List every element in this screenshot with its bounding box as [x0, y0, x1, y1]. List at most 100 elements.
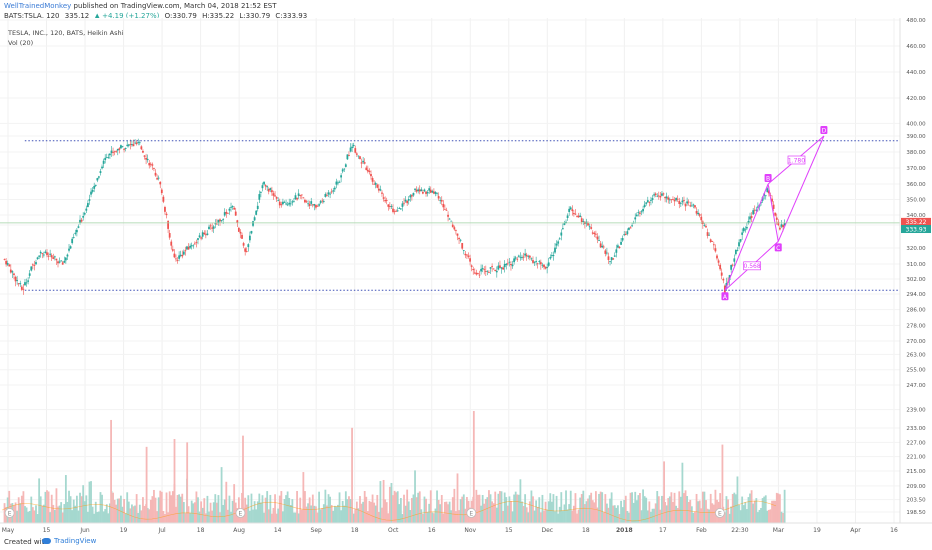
volume-bar — [527, 512, 530, 523]
volume-bar — [326, 505, 328, 523]
candle-body — [719, 264, 722, 270]
pattern-ratio-box[interactable] — [787, 155, 806, 165]
candle-body — [606, 252, 608, 254]
volume-bar — [711, 503, 714, 523]
ohlc-readout: BATS:TSLA, 120 335.12 ▲ +4.19 (+1.27%) O… — [4, 12, 310, 20]
candle-body — [256, 205, 259, 210]
volume-bar — [107, 513, 110, 523]
candle-body — [93, 186, 96, 189]
volume-bar — [684, 490, 687, 523]
volume-bar — [749, 493, 751, 523]
volume-bar — [587, 498, 589, 523]
candle-body — [79, 219, 81, 223]
candle-body — [623, 234, 626, 236]
volume-bar — [127, 501, 130, 523]
candle-body — [324, 194, 327, 197]
close-value: C:333.93 — [275, 12, 308, 20]
volume-bar — [769, 509, 772, 523]
candle-body — [637, 212, 640, 213]
candle-body — [53, 256, 56, 258]
price-chart[interactable]: A B C D 0.568 1.780 E E E E 480.00 460.00 440.00 420.… — [0, 18, 932, 535]
candle-body — [455, 230, 457, 232]
y-tick-label: 203.50 — [906, 498, 926, 504]
volume-bar — [495, 507, 498, 523]
candle-body — [44, 251, 47, 254]
candle-body — [252, 221, 254, 226]
volume-bar — [499, 491, 501, 523]
y-tick-label: 263.00 — [906, 352, 926, 358]
candle-body — [156, 178, 158, 180]
volume-legend[interactable]: Vol (20) — [8, 39, 34, 47]
author-link[interactable]: WellTrainedMonkey — [4, 2, 72, 10]
candle-body — [409, 195, 412, 198]
pattern-point-marker[interactable] — [721, 292, 729, 301]
pattern-leg[interactable] — [777, 135, 825, 242]
y-tick-label: 198.50 — [906, 510, 926, 516]
volume-bar — [679, 496, 682, 523]
volume-bar — [774, 500, 777, 523]
earnings-marker[interactable] — [466, 508, 477, 518]
pattern-point-marker[interactable] — [820, 126, 828, 134]
volume-bar — [566, 509, 569, 523]
tradingview-logo[interactable]: TradingView — [42, 537, 96, 545]
candle-body — [176, 260, 179, 261]
candle-body — [572, 213, 575, 215]
candle-body — [248, 235, 251, 241]
candle-body — [697, 212, 700, 215]
volume-bar — [727, 499, 729, 523]
candle-body — [151, 164, 154, 166]
volume-ma-line — [1, 500, 777, 522]
candle-body — [335, 181, 338, 185]
volume-bar — [138, 504, 141, 523]
volume-bar — [492, 503, 495, 523]
volume-bar — [535, 500, 538, 523]
candle-body — [223, 212, 226, 216]
candle-body — [472, 269, 475, 271]
volume-bar — [395, 492, 398, 523]
volume-bar — [261, 495, 264, 523]
volume-bar — [208, 511, 210, 523]
candle-body — [541, 264, 544, 266]
volume-bar — [439, 504, 442, 523]
volume-bar — [259, 502, 262, 523]
volume-bar — [404, 505, 407, 523]
pattern-leg[interactable] — [767, 183, 779, 242]
candle-body — [14, 276, 17, 282]
earnings-marker[interactable] — [714, 508, 725, 518]
pattern-point-marker[interactable] — [774, 243, 782, 252]
volume-bar — [686, 496, 689, 523]
pattern-leg[interactable] — [724, 183, 769, 291]
candle-body — [63, 260, 66, 263]
instrument-legend[interactable]: TESLA, INC., 120, BATS, Heikin Ashi — [8, 29, 124, 37]
volume-bar — [90, 481, 92, 523]
earnings-marker[interactable] — [235, 508, 246, 518]
volume-bar — [225, 481, 228, 523]
candle-body — [429, 189, 432, 193]
candle-body — [275, 197, 278, 199]
candle-body — [112, 151, 114, 153]
candle-body — [184, 250, 187, 252]
candle-body — [488, 272, 490, 274]
volume-bar — [135, 494, 138, 523]
earnings-marker[interactable] — [4, 508, 15, 518]
volume-bar — [104, 509, 107, 523]
candle-body — [517, 255, 520, 257]
volume-bar — [752, 503, 755, 523]
volume-bar — [426, 512, 429, 523]
candle-body — [3, 259, 6, 260]
candle-body — [664, 197, 666, 199]
volume-spike-bar — [186, 442, 189, 523]
pattern-ratio-box[interactable] — [743, 261, 761, 271]
volume-bar — [206, 495, 209, 523]
candle-body — [453, 227, 456, 230]
volume-bar — [53, 509, 56, 523]
pattern-point-marker[interactable] — [764, 174, 772, 182]
volume-bar — [211, 510, 214, 523]
volume-bar — [61, 512, 64, 523]
volume-bar — [728, 513, 731, 523]
volume-bar — [49, 512, 52, 523]
candle-body — [544, 266, 547, 269]
candle-body — [495, 270, 498, 273]
volume-bar — [475, 489, 478, 523]
volume-bar — [277, 508, 280, 523]
